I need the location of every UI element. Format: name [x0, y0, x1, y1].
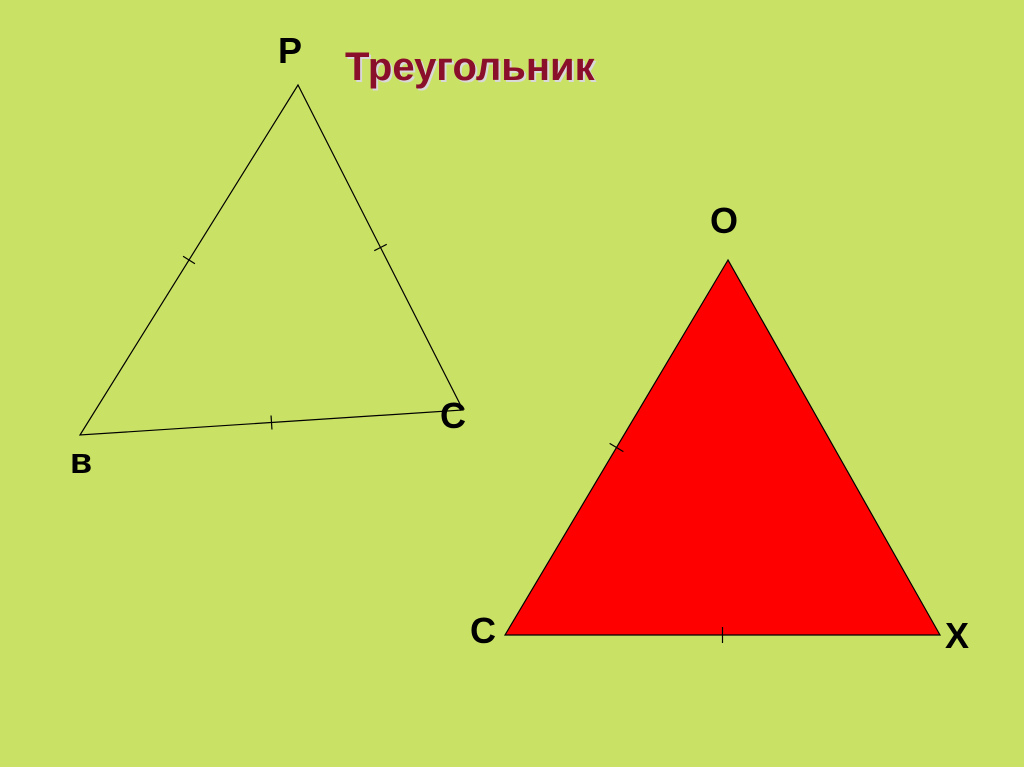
diagram-title: Треугольник [345, 45, 595, 90]
vertex-label-o: О [710, 200, 738, 242]
vertex-label-c-outline: С [440, 395, 466, 437]
vertex-label-c-filled: С [470, 610, 496, 652]
vertex-label-p: Р [278, 30, 302, 72]
vertex-label-x: Х [945, 615, 969, 657]
diagram-canvas [0, 0, 1024, 767]
vertex-label-b: в [70, 440, 92, 482]
